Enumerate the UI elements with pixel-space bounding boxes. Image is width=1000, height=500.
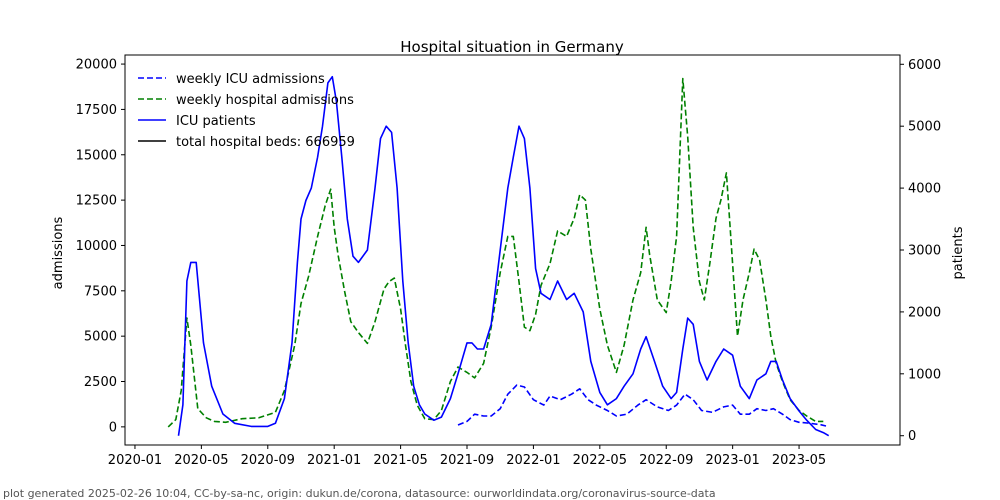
series-line-weekly-hospital-admissions bbox=[167, 77, 824, 428]
ticks-layer: 2020-01 2020-05 2020-09 2021-01 2021-05 2021-… bbox=[76, 58, 941, 468]
plot-frame bbox=[124, 54, 901, 446]
legend-label: ICU patients bbox=[176, 114, 256, 129]
series-layer bbox=[167, 75, 830, 437]
y-right-tick-label: 4000 bbox=[908, 182, 941, 197]
y-left-tick-label: 20000 bbox=[76, 58, 117, 73]
x-tick-label: 2020-01 bbox=[108, 453, 162, 468]
y-right-tick-label: 5000 bbox=[908, 120, 941, 135]
x-tick-label: 2021-01 bbox=[307, 453, 361, 468]
legend-label: weekly hospital admissions bbox=[176, 93, 354, 108]
legend-label: weekly ICU admissions bbox=[176, 72, 325, 87]
y-left-tick-label: 17500 bbox=[76, 103, 117, 118]
series-line-ICU-patients bbox=[177, 75, 830, 437]
x-tick-label: 2021-05 bbox=[373, 453, 427, 468]
y-left-tick-label: 12500 bbox=[76, 194, 117, 209]
y-right-tick-label: 2000 bbox=[908, 305, 941, 320]
y-left-tick-label: 10000 bbox=[76, 239, 117, 254]
x-tick-label: 2023-01 bbox=[705, 453, 759, 468]
y-right-tick-label: 1000 bbox=[908, 367, 941, 382]
y-left-tick-label: 7500 bbox=[84, 284, 117, 299]
y-axis-right-title: patients bbox=[951, 226, 966, 279]
x-tick-label: 2023-05 bbox=[772, 453, 826, 468]
y-right-tick-label: 3000 bbox=[908, 244, 941, 259]
x-tick-label: 2022-01 bbox=[506, 453, 560, 468]
legend-label: total hospital beds: 666959 bbox=[176, 135, 355, 150]
y-left-tick-label: 0 bbox=[109, 420, 117, 435]
y-left-tick-label: 5000 bbox=[84, 330, 117, 345]
x-tick-label: 2020-05 bbox=[174, 453, 228, 468]
y-left-tick-label: 2500 bbox=[84, 375, 117, 390]
legend: weekly ICU admissions weekly hospital adm… bbox=[138, 72, 355, 150]
y-right-tick-label: 0 bbox=[908, 429, 916, 444]
y-axis-left-title: admissions bbox=[51, 216, 66, 289]
x-tick-label: 2021-09 bbox=[440, 453, 494, 468]
x-tick-label: 2022-05 bbox=[573, 453, 627, 468]
y-right-tick-label: 6000 bbox=[908, 58, 941, 73]
chart-title: Hospital situation in Germany bbox=[400, 38, 624, 56]
x-tick-label: 2022-09 bbox=[639, 453, 693, 468]
footer-note: plot generated 2025-02-26 10:04, CC-by-s… bbox=[3, 487, 716, 500]
series-line-weekly-ICU-admissions bbox=[457, 384, 827, 427]
y-left-tick-label: 15000 bbox=[76, 148, 117, 163]
x-tick-label: 2020-09 bbox=[241, 453, 295, 468]
